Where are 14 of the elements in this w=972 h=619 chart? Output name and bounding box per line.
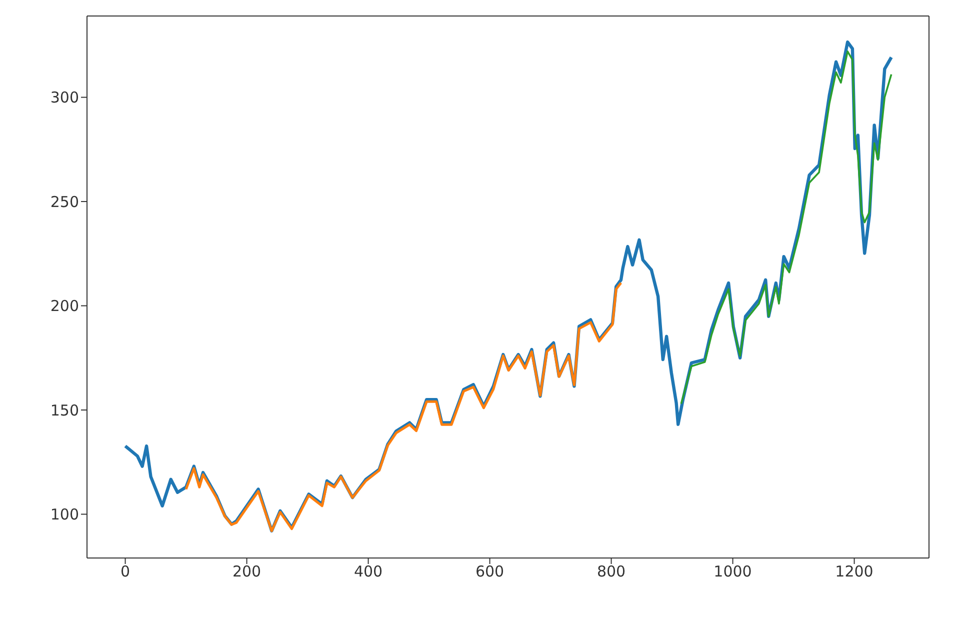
y-tick-label: 200 (50, 297, 79, 316)
y-tick-label: 150 (50, 401, 79, 420)
line-series (184, 282, 622, 532)
x-tick-label: 0 (120, 562, 130, 581)
x-tick-label: 1000 (714, 562, 752, 581)
line-series (680, 50, 892, 405)
x-tick-label: 400 (354, 562, 383, 581)
y-tick-label: 250 (50, 192, 79, 211)
x-tick-label: 800 (596, 562, 626, 581)
x-tick-label: 1200 (835, 562, 874, 581)
y-tick-label: 300 (50, 88, 79, 107)
y-tick-label: 100 (50, 506, 79, 524)
x-tick-label: 200 (232, 562, 262, 581)
x-tick-label: 600 (475, 562, 504, 581)
